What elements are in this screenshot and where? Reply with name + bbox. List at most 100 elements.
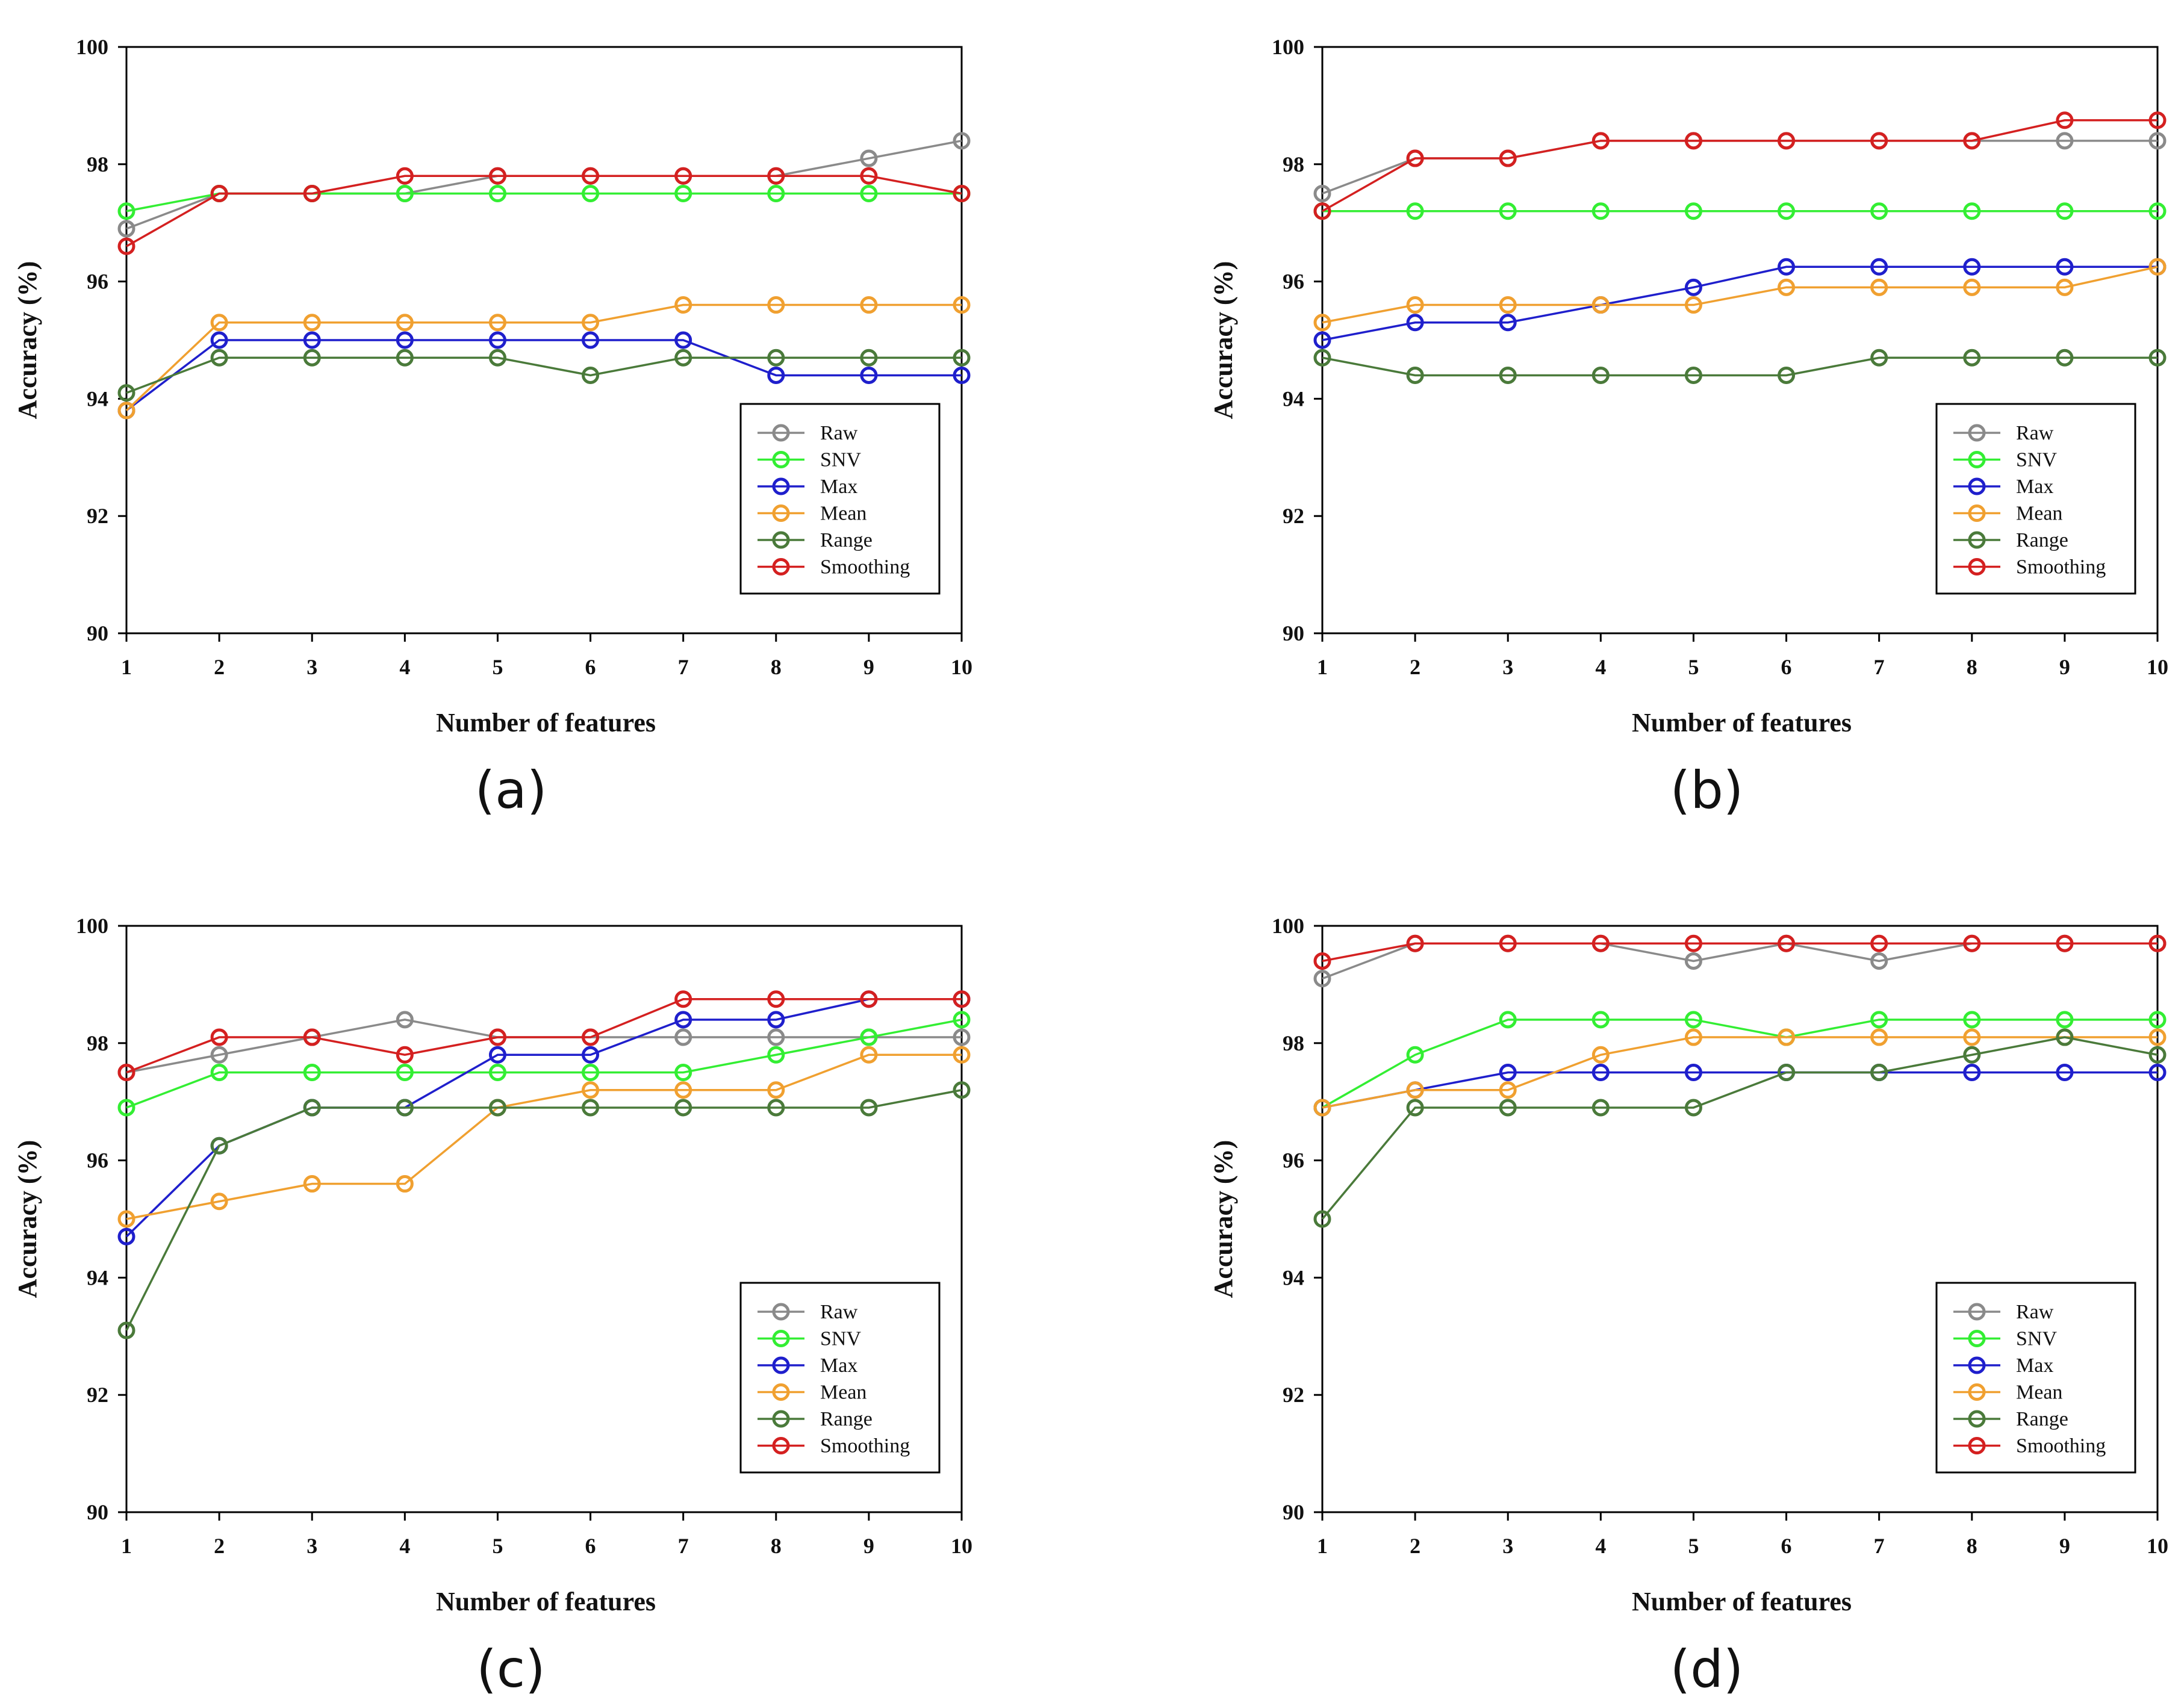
- legend-swatch-marker: [1968, 477, 1986, 495]
- data-point: [1499, 149, 1517, 167]
- series-smoothing: [1313, 111, 2167, 220]
- data-point: [1591, 132, 1610, 150]
- legend-item-raw: Raw: [758, 1301, 858, 1323]
- y-tick-label: 90: [1283, 621, 1304, 645]
- series-line: [125, 339, 962, 412]
- data-point: [1870, 1011, 1888, 1029]
- data-point: [953, 349, 971, 367]
- legend-swatch-marker: [772, 1383, 790, 1401]
- series-line: [126, 998, 962, 1074]
- x-tick-label: 4: [399, 655, 410, 679]
- series-mean: [117, 296, 971, 420]
- series-line: [1322, 265, 2158, 324]
- data-point: [860, 990, 878, 1008]
- data-point: [1870, 132, 1888, 150]
- y-tick-label: 100: [1272, 914, 1304, 938]
- series-line: [126, 1019, 962, 1109]
- data-point: [396, 331, 414, 349]
- legend-swatch-marker: [1968, 1330, 1986, 1347]
- x-tick-label: 6: [585, 1534, 596, 1558]
- y-tick-label: 94: [87, 1265, 108, 1289]
- legend-label: Smoothing: [2016, 1435, 2106, 1457]
- series-range: [117, 1081, 971, 1339]
- data-point: [674, 1064, 692, 1081]
- series-line: [1322, 140, 2158, 195]
- x-tick-label: 6: [1781, 655, 1792, 679]
- legend-swatch-marker: [1968, 504, 1986, 522]
- data-point: [1591, 296, 1610, 314]
- legend-swatch-marker: [1968, 1383, 1986, 1401]
- series-raw: [1313, 132, 2167, 202]
- data-point: [1499, 296, 1517, 314]
- x-tick-label: 8: [1967, 1534, 1977, 1558]
- series-line: [1321, 1036, 2158, 1220]
- data-point: [1963, 1064, 1981, 1081]
- legend-swatch-marker: [1968, 531, 1986, 549]
- legend-label: SNV: [820, 449, 861, 471]
- legend-item-mean: Mean: [1953, 1382, 2062, 1404]
- data-point: [1499, 1064, 1517, 1081]
- data-point: [303, 1175, 321, 1193]
- legend-item-smoothing: Smoothing: [1953, 556, 2106, 579]
- panel-label: (c): [476, 1639, 545, 1697]
- legend-label: Max: [2016, 476, 2053, 498]
- data-point: [117, 202, 135, 220]
- x-tick-label: 7: [1874, 655, 1885, 679]
- x-tick-label: 10: [951, 655, 972, 679]
- data-point: [1406, 1099, 1424, 1117]
- data-point: [582, 1099, 600, 1117]
- x-tick-label: 8: [771, 1534, 782, 1558]
- data-point: [1684, 366, 1702, 384]
- data-point: [2148, 934, 2167, 952]
- legend-item-max: Max: [1953, 476, 2053, 498]
- data-point: [582, 185, 600, 202]
- data-point: [1499, 366, 1517, 384]
- y-tick-label: 96: [87, 270, 108, 294]
- legend-label: Raw: [820, 422, 858, 444]
- data-point: [860, 167, 878, 185]
- data-point: [767, 366, 785, 384]
- data-point: [1778, 258, 1796, 276]
- data-point: [674, 1099, 692, 1117]
- legend-label: Range: [2016, 529, 2068, 551]
- x-tick-label: 5: [492, 655, 503, 679]
- legend-swatch-marker: [772, 558, 790, 575]
- data-point: [1499, 1011, 1517, 1029]
- legend-swatch-marker: [772, 1330, 790, 1347]
- data-point: [117, 402, 135, 420]
- data-point: [1870, 278, 1888, 296]
- y-tick-label: 96: [1283, 1149, 1304, 1173]
- data-point: [2056, 278, 2074, 296]
- series-line: [1322, 119, 2158, 212]
- data-point: [582, 314, 600, 332]
- data-point: [488, 1099, 506, 1117]
- series-line: [126, 140, 962, 230]
- legend: Raw SNV Max Mean Range Smoothing: [1935, 1282, 2136, 1474]
- data-point: [2056, 349, 2074, 367]
- legend-label: Mean: [2016, 503, 2062, 525]
- legend-swatch-marker: [1968, 558, 1986, 575]
- series-snv: [117, 1011, 971, 1117]
- data-point: [1499, 934, 1517, 952]
- data-point: [1684, 1011, 1702, 1029]
- series-line: [126, 1053, 962, 1220]
- y-tick-label: 96: [1283, 270, 1304, 294]
- data-point: [767, 990, 785, 1008]
- data-point: [1313, 970, 1331, 988]
- data-point: [1778, 1064, 1796, 1081]
- x-tick-label: 9: [2059, 1534, 2070, 1558]
- data-point: [210, 1028, 228, 1046]
- data-point: [1684, 952, 1702, 970]
- x-tick-label: 2: [214, 655, 225, 679]
- data-point: [488, 1028, 506, 1046]
- x-tick-label: 1: [1317, 655, 1328, 679]
- data-point: [674, 167, 692, 185]
- data-point: [1499, 1081, 1517, 1099]
- data-point: [674, 1028, 692, 1046]
- data-point: [1313, 314, 1331, 332]
- series-line: [1322, 1019, 2158, 1109]
- data-point: [117, 384, 135, 402]
- legend-item-range: Range: [758, 529, 873, 551]
- legend-item-raw: Raw: [1953, 1301, 2054, 1323]
- y-tick-label: 100: [76, 35, 108, 59]
